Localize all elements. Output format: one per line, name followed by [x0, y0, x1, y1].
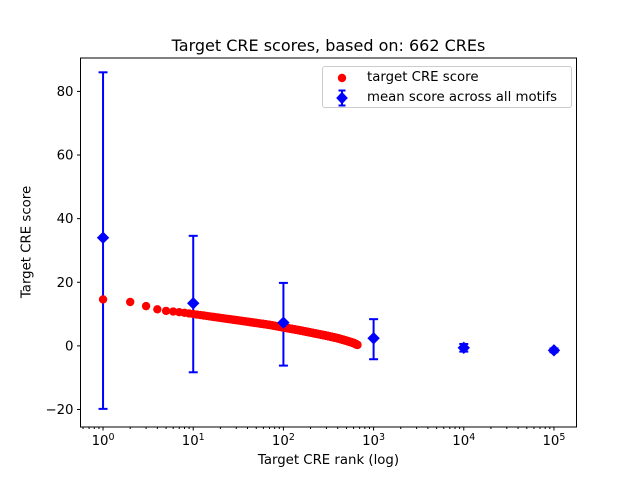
legend-entry-mean-score: mean score across all motifs — [325, 88, 571, 108]
y-axis-label: Target CRE score — [19, 185, 35, 299]
svg-text:104: 104 — [452, 432, 475, 449]
svg-text:102: 102 — [272, 432, 295, 449]
chart-title: Target CRE scores, based on: 662 CREs — [171, 36, 486, 55]
x-axis-label: Target CRE rank (log) — [257, 453, 400, 468]
legend-label-target-cre-score: target CRE score — [367, 70, 479, 85]
legend: target CRE score mean score across all m… — [322, 66, 572, 108]
svg-text:20: 20 — [57, 276, 74, 291]
svg-text:105: 105 — [542, 432, 565, 449]
red-scatter-layer — [98, 295, 362, 350]
svg-text:60: 60 — [57, 149, 74, 164]
error-bars-layer — [98, 71, 559, 410]
svg-text:103: 103 — [362, 432, 385, 449]
diamond-markers-layer — [96, 231, 561, 357]
svg-text:101: 101 — [182, 432, 205, 449]
legend-entry-target-cre-score: target CRE score — [325, 68, 571, 88]
legend-label-mean-score: mean score across all motifs — [367, 90, 558, 105]
svg-text:40: 40 — [57, 212, 74, 227]
tick-labels-layer: −20 0 20 40 60 80 100 101 102 103 104 105 — [45, 85, 565, 449]
red-circle-marker-icon — [337, 73, 347, 83]
svg-text:−20: −20 — [45, 403, 73, 418]
svg-text:0: 0 — [65, 339, 73, 354]
svg-text:80: 80 — [57, 85, 74, 100]
blue-diamond-errorbar-marker-icon — [336, 89, 348, 107]
axes-layer — [77, 57, 577, 431]
svg-text:100: 100 — [92, 432, 115, 449]
